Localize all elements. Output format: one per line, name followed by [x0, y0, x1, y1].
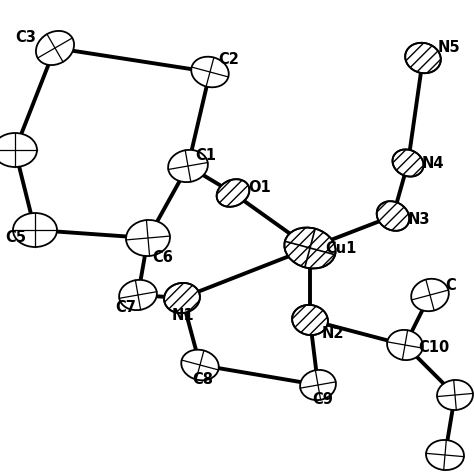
Ellipse shape — [168, 150, 208, 182]
Text: Cu1: Cu1 — [325, 240, 356, 255]
Ellipse shape — [284, 228, 336, 268]
Text: C9: C9 — [312, 392, 333, 408]
Ellipse shape — [411, 279, 449, 311]
Text: N4: N4 — [422, 155, 445, 171]
Text: C8: C8 — [192, 373, 213, 388]
Ellipse shape — [292, 305, 328, 335]
Text: C: C — [445, 279, 456, 293]
Text: C2: C2 — [218, 53, 239, 67]
Ellipse shape — [300, 370, 336, 400]
Text: C3: C3 — [15, 30, 36, 46]
Text: C1: C1 — [195, 147, 216, 163]
Text: C7: C7 — [115, 301, 136, 316]
Ellipse shape — [191, 57, 229, 87]
Ellipse shape — [217, 179, 249, 207]
Text: C5: C5 — [5, 230, 26, 246]
Ellipse shape — [392, 149, 423, 177]
Ellipse shape — [181, 350, 219, 380]
Ellipse shape — [164, 283, 200, 313]
Text: N2: N2 — [322, 326, 345, 340]
Ellipse shape — [0, 133, 37, 167]
Text: N5: N5 — [438, 40, 461, 55]
Ellipse shape — [36, 31, 74, 65]
Text: C10: C10 — [418, 340, 449, 356]
Ellipse shape — [437, 380, 473, 410]
Text: O1: O1 — [248, 181, 271, 195]
Ellipse shape — [405, 43, 441, 73]
Ellipse shape — [426, 440, 464, 470]
Ellipse shape — [119, 280, 157, 310]
Ellipse shape — [13, 213, 57, 247]
Ellipse shape — [377, 201, 410, 231]
Text: C6: C6 — [152, 250, 173, 265]
Ellipse shape — [126, 220, 170, 256]
Text: N3: N3 — [408, 212, 430, 228]
Text: N1: N1 — [172, 308, 195, 322]
Ellipse shape — [387, 330, 423, 360]
